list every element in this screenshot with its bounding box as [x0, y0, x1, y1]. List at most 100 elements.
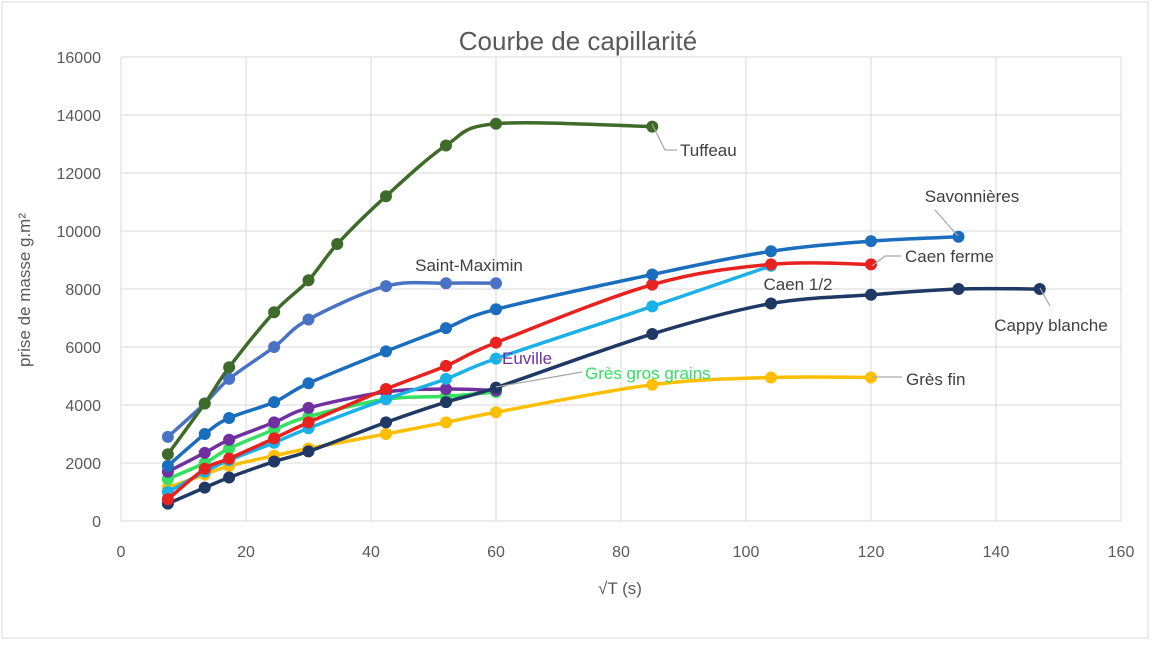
x-tick-label: 60: [487, 544, 505, 561]
series-label-caen-ferme: Caen ferme: [905, 247, 994, 266]
data-point: [380, 280, 392, 293]
data-point: [646, 378, 659, 391]
data-point: [490, 381, 502, 394]
data-point: [490, 303, 502, 316]
data-point: [198, 481, 211, 494]
data-point: [490, 352, 502, 365]
data-point: [161, 493, 174, 506]
y-tick-label: 4000: [65, 398, 101, 415]
data-point: [440, 416, 452, 429]
data-point: [223, 471, 236, 484]
data-point: [765, 371, 777, 384]
series-label-savonnieres: Savonnières: [925, 187, 1020, 206]
data-point: [490, 117, 502, 130]
x-tick-labels: 0 20 40 60 80 100 120 140 160: [117, 544, 1135, 561]
y-tick-label: 6000: [65, 340, 101, 357]
data-point: [268, 432, 281, 445]
data-point: [646, 300, 659, 313]
data-point: [198, 446, 211, 459]
data-point: [440, 277, 452, 290]
data-point: [440, 139, 452, 152]
data-point: [223, 442, 236, 455]
data-point: [490, 336, 502, 349]
y-tick-labels: 0 2000 4000 6000 8000 10000 12000 14000 16000: [57, 50, 102, 531]
data-point: [490, 406, 502, 419]
series-label-caen-1-2: Caen 1/2: [764, 275, 833, 294]
callout-leader-gres-gros-grains: [495, 371, 583, 388]
data-point: [380, 393, 392, 406]
data-point: [952, 283, 965, 295]
data-point: [765, 297, 777, 310]
data-point: [302, 416, 315, 429]
data-point: [161, 430, 174, 443]
data-point: [302, 377, 315, 390]
data-point: [302, 274, 315, 287]
data-point: [223, 372, 236, 385]
data-point: [646, 278, 659, 291]
y-tick-label: 8000: [65, 282, 101, 299]
chart-title: Courbe de capillarité: [459, 26, 697, 56]
callout-leader-euville: [496, 357, 503, 361]
y-tick-label: 16000: [57, 50, 102, 67]
callout-leader-savonnieres: [934, 209, 959, 237]
data-point: [865, 371, 877, 384]
data-point: [380, 428, 392, 440]
series-label-gres-fin: Grès fin: [906, 370, 966, 389]
callout-leader-caen-ferme: [871, 255, 901, 267]
callout-leader-tuffeau: [651, 123, 677, 151]
data-point: [161, 448, 174, 461]
x-tick-label: 20: [237, 544, 255, 561]
data-point: [865, 258, 877, 271]
data-point: [440, 322, 452, 335]
data-point: [380, 383, 392, 396]
data-point: [380, 416, 392, 429]
data-point: [440, 383, 452, 396]
data-point: [865, 288, 877, 301]
data-point: [440, 396, 452, 409]
data-point: [198, 397, 211, 410]
y-tick-label: 12000: [57, 166, 102, 183]
x-tick-label: 40: [362, 544, 380, 561]
series-label-gres-gros-grains: Grès gros grains: [585, 364, 711, 383]
data-point: [223, 433, 236, 446]
data-point: [268, 455, 281, 468]
x-tick-label: 0: [117, 544, 126, 561]
callout-leader-cappy-blanche: [1039, 287, 1051, 307]
data-point: [440, 359, 452, 372]
y-tick-label: 10000: [57, 224, 102, 241]
data-point: [198, 428, 211, 440]
data-point: [198, 462, 211, 475]
data-point: [223, 452, 236, 465]
series-label-euville: Euville: [502, 349, 552, 368]
y-tick-label: 0: [92, 514, 101, 531]
data-point: [268, 341, 281, 353]
data-point: [223, 361, 236, 374]
x-tick-label: 80: [612, 544, 630, 561]
data-point: [331, 238, 344, 251]
data-point: [646, 268, 659, 281]
data-point: [223, 412, 236, 425]
data-point: [161, 459, 174, 472]
x-tick-label: 160: [1108, 544, 1135, 561]
x-axis-label: √T (s): [598, 579, 642, 598]
data-point: [268, 396, 281, 409]
data-point: [865, 235, 877, 248]
series-label-saint-maximin: Saint-Maximin: [415, 256, 523, 275]
data-point: [1033, 283, 1046, 295]
data-point: [765, 245, 777, 258]
series-label-cappy-blanche: Cappy blanche: [994, 316, 1107, 335]
x-tick-label: 100: [733, 544, 760, 561]
data-point: [440, 372, 452, 385]
data-point: [302, 313, 315, 326]
series-label-tuffeau: Tuffeau: [680, 141, 737, 160]
series-caen-ferme: [161, 258, 877, 506]
data-point: [646, 120, 659, 133]
data-point: [380, 190, 392, 203]
data-point: [268, 416, 281, 429]
data-point: [302, 401, 315, 414]
data-point: [268, 306, 281, 319]
data-point: [765, 258, 777, 271]
x-tick-label: 120: [858, 544, 885, 561]
series-callouts: Tuffeau Saint-Maximin Savonnières Caen ferm…: [415, 123, 1108, 389]
